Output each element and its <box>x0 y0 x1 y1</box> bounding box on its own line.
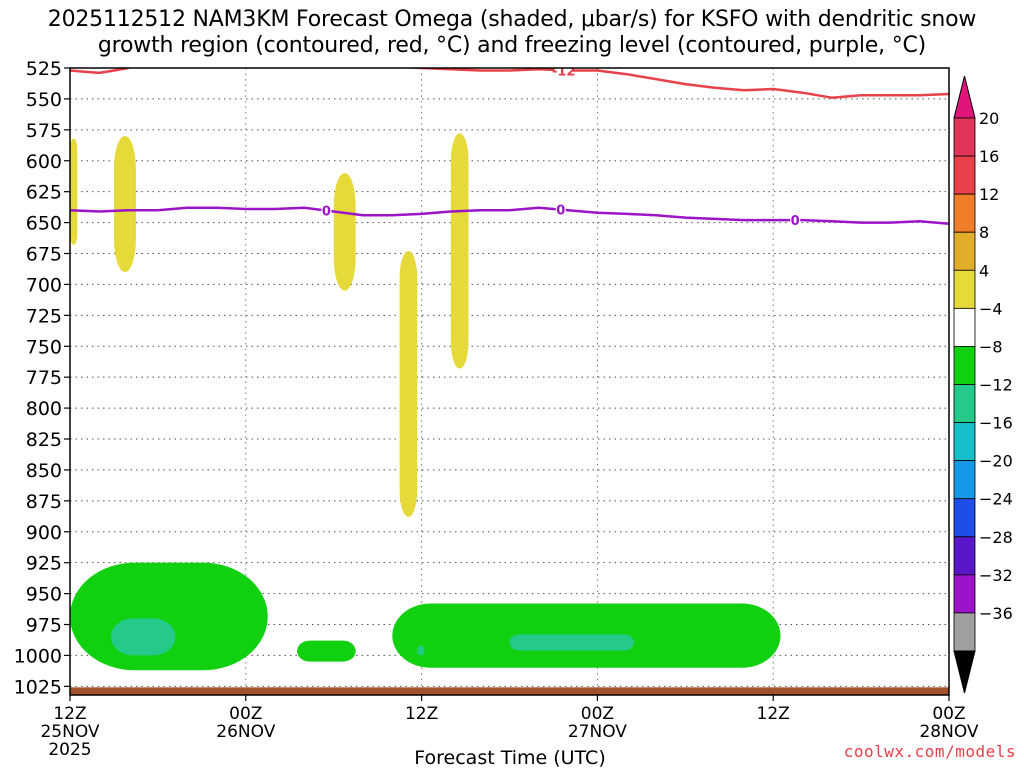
x-tick-date-label: 27NOV <box>568 722 627 742</box>
x-tick-date-label: 25NOV <box>40 722 99 742</box>
freezing-level-label-bg <box>321 203 332 218</box>
colorbar-top-arrow <box>953 75 976 119</box>
omega-region-e6d93a-2 <box>333 173 356 291</box>
omega-region-10d010-1 <box>297 640 356 662</box>
colorbar-label: 20 <box>979 109 999 128</box>
y-tick-label: 600 <box>26 151 62 173</box>
colorbar-label: −32 <box>979 566 1013 585</box>
colorbar-swatch <box>953 269 976 309</box>
y-tick-label: 625 <box>26 182 62 204</box>
y-tick-label: 750 <box>26 336 62 358</box>
y-tick-label: 700 <box>26 274 62 296</box>
site-credit: coolwx.com/models <box>843 742 1016 761</box>
x-tick-label: 12Z <box>405 704 438 724</box>
colorbar-label: 8 <box>979 223 989 242</box>
colorbar-swatch <box>953 612 976 652</box>
y-tick-label: 525 <box>26 58 62 80</box>
colorbar-label: −4 <box>979 299 1003 318</box>
omega-shading <box>70 133 949 695</box>
colorbar-swatch <box>953 460 976 500</box>
plot-frame <box>69 67 950 696</box>
omega-region-e6d93a-4 <box>450 133 469 369</box>
y-tick-label: 575 <box>26 120 62 142</box>
y-tick-label: 675 <box>26 244 62 266</box>
y-tick-label: 550 <box>26 89 62 111</box>
y-axis: 525 550 575 600 625 650 675 700 725 750 775 800 825 8… <box>14 58 70 698</box>
omega-region-25c98a-1 <box>417 645 425 656</box>
x-tick-date-label: 28NOV <box>919 722 978 742</box>
freezing-level-label: 0 <box>322 205 331 220</box>
y-tick-label: 1025 <box>14 676 62 698</box>
colorbar-swatch <box>953 307 976 347</box>
colorbar-label: −24 <box>979 490 1013 509</box>
colorbar-label: −12 <box>979 376 1013 395</box>
colorbar-swatch <box>953 346 976 385</box>
colorbar-swatch <box>953 117 976 157</box>
colorbar-label: −36 <box>979 604 1013 623</box>
y-tick-label: 900 <box>26 522 62 544</box>
x-tick-date-label: 26NOV <box>216 722 275 742</box>
y-tick-label: 950 <box>26 584 62 606</box>
colorbar-label: 16 <box>979 147 999 166</box>
y-tick-label: 800 <box>26 398 62 420</box>
colorbar: 20 16 12 8 4 −4 −8 −12 −16 −20 −24 −28 −32 −36 <box>953 75 1013 694</box>
y-tick-label: 725 <box>26 305 62 327</box>
colorbar-label: −8 <box>979 337 1003 356</box>
dendritic-contour-segment-0 <box>70 68 129 75</box>
dendritic-contour-label: -12 <box>552 64 576 79</box>
y-tick-label: 650 <box>26 213 62 235</box>
colorbar-swatch <box>953 422 976 462</box>
dendritic-contour-segment-1 <box>399 68 949 99</box>
freezing-level-label-bg <box>790 213 801 228</box>
x-tick-label: 00Z <box>932 704 965 724</box>
x-tick-label: 00Z <box>229 704 262 724</box>
colorbar-label: 4 <box>979 261 989 280</box>
colorbar-bottom-arrow <box>953 650 976 694</box>
x-tick-label: 12Z <box>757 704 790 724</box>
y-tick-label: 875 <box>26 491 62 513</box>
y-tick-label: 975 <box>26 615 62 637</box>
colorbar-label: −16 <box>979 414 1013 433</box>
x-tick-label: 12Z <box>53 704 86 724</box>
omega-region-25c98a-0 <box>111 618 176 656</box>
x-tick-year-label: 2025 <box>48 740 91 760</box>
x-axis-label: Forecast Time (UTC) <box>414 747 605 768</box>
colorbar-swatch <box>953 536 976 576</box>
colorbar-swatch <box>953 193 976 233</box>
y-tick-label: 825 <box>26 429 62 451</box>
colorbar-swatch <box>953 574 976 614</box>
colorbar-label: 12 <box>979 185 999 204</box>
contour-lines: 0 0 0 -12 <box>70 64 949 229</box>
freezing-level-label-bg <box>555 202 566 217</box>
colorbar-label: −20 <box>979 452 1013 471</box>
chart-title-line-2: growth region (contoured, red, °C) and f… <box>97 33 927 58</box>
omega-region-e6d93a-0 <box>70 138 78 245</box>
colorbar-label: −28 <box>979 528 1013 547</box>
colorbar-swatch <box>953 498 976 538</box>
x-tick-label: 00Z <box>581 704 614 724</box>
freezing-level-contour <box>70 206 949 226</box>
omega-region-e6d93a-3 <box>399 251 418 517</box>
colorbar-swatch <box>953 155 976 195</box>
colorbar-swatch <box>953 384 976 423</box>
freezing-level-label: 0 <box>791 214 800 229</box>
omega-region-25c98a-2 <box>509 634 635 651</box>
omega-region-10d010-0 <box>70 562 268 671</box>
chart-title-line-1: 2025112512 NAM3KM Forecast Omega (shaded… <box>47 7 977 32</box>
y-tick-label: 775 <box>26 367 62 389</box>
surface-ground-fill <box>70 687 949 695</box>
y-tick-label: 850 <box>26 460 62 482</box>
dendritic-label-bg <box>554 68 573 78</box>
y-tick-label: 925 <box>26 553 62 575</box>
omega-region-e6d93a-1 <box>113 136 136 273</box>
freezing-level-label: 0 <box>556 204 565 219</box>
colorbar-swatch <box>953 231 976 271</box>
y-tick-label: 1000 <box>14 645 62 667</box>
